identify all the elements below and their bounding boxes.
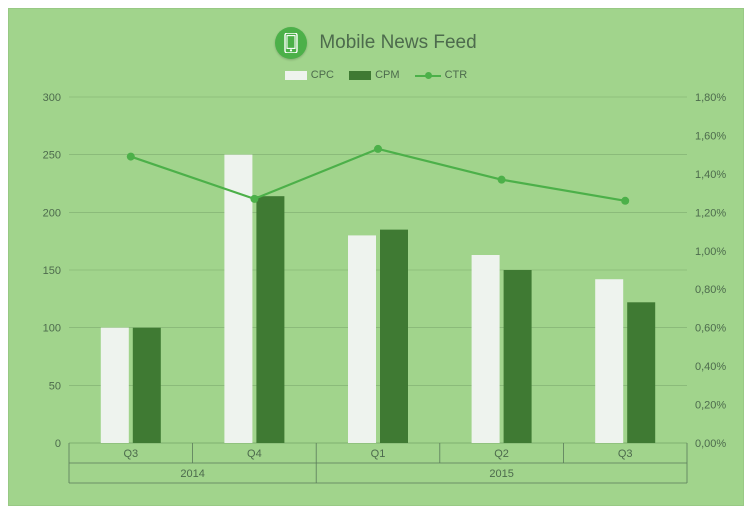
chart-svg: 0 50 100 150 200 250 300 0,00% 0,20% 0,40% 0,60% 0…: [9, 9, 743, 505]
group-label: 2014: [180, 468, 204, 480]
left-axis-tick: 0: [55, 438, 61, 450]
right-axis-tick: 1,60%: [695, 130, 726, 142]
bar-CPM: [133, 328, 161, 443]
line-point: [250, 195, 258, 203]
line-point: [374, 145, 382, 153]
line-point: [127, 153, 135, 161]
right-axis-tick: 1,80%: [695, 92, 726, 104]
bar-CPM: [380, 230, 408, 443]
group-label: 2015: [489, 468, 513, 480]
bar-CPC: [472, 255, 500, 443]
line-ctr: [131, 149, 625, 201]
bar-CPC: [101, 328, 129, 443]
left-axis-tick: 50: [49, 380, 61, 392]
right-axis-tick: 0,20%: [695, 400, 726, 412]
left-axis-tick: 150: [43, 265, 61, 277]
category-label: Q2: [494, 448, 509, 460]
category-label: Q4: [247, 448, 262, 460]
bar-CPC: [348, 235, 376, 443]
left-axis-tick: 100: [43, 323, 61, 335]
bar-CPM: [627, 302, 655, 443]
category-label: Q3: [618, 448, 633, 460]
bar-CPM: [504, 270, 532, 443]
right-axis-tick: 1,40%: [695, 169, 726, 181]
right-axis-tick: 0,60%: [695, 323, 726, 335]
left-axis-tick: 200: [43, 207, 61, 219]
left-axis-tick: 300: [43, 92, 61, 104]
category-label: Q1: [371, 448, 386, 460]
right-axis-tick: 1,00%: [695, 246, 726, 258]
bar-CPC: [595, 279, 623, 443]
category-label: Q3: [123, 448, 138, 460]
right-axis-tick: 0,40%: [695, 361, 726, 373]
bar-CPM: [256, 196, 284, 443]
right-axis-tick: 1,20%: [695, 207, 726, 219]
chart-panel: Mobile News Feed CPC CPM CTR 05010015020…: [8, 8, 744, 506]
line-point: [498, 176, 506, 184]
line-point: [621, 197, 629, 205]
right-axis-tick: 0,80%: [695, 284, 726, 296]
left-axis-tick: 250: [43, 150, 61, 162]
right-axis-tick: 0,00%: [695, 438, 726, 450]
